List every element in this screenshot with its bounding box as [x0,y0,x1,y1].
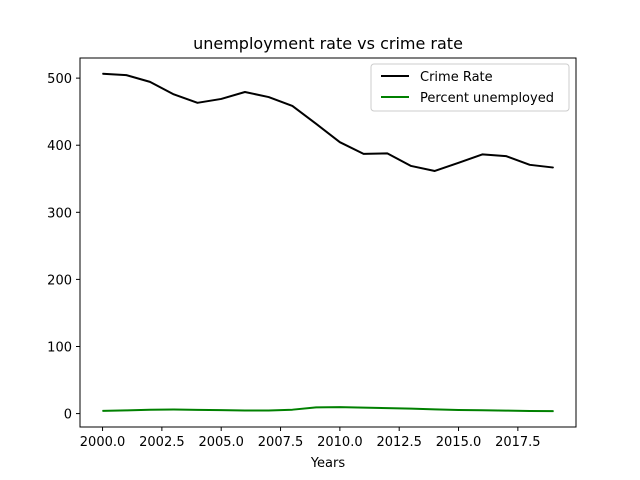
x-tick-label: 2012.5 [376,435,422,450]
data-point-crime-rate [196,102,198,104]
data-point-percent-unemployed [125,409,127,411]
legend: Crime Rate Percent unemployed [370,63,570,112]
y-tick-label: 300 [47,206,72,221]
data-point-crime-rate [434,170,436,172]
data-point-percent-unemployed [529,410,531,412]
data-point-crime-rate [125,74,127,76]
data-point-crime-rate [363,153,365,155]
x-tick-label: 2002.5 [139,435,185,450]
chart-title: unemployment rate vs crime rate [193,34,463,53]
y-tick-label: 200 [47,273,72,288]
data-point-crime-rate [481,153,483,155]
x-axis-label: Years [310,456,346,471]
data-point-percent-unemployed [339,406,341,408]
data-point-percent-unemployed [196,409,198,411]
data-point-percent-unemployed [315,406,317,408]
y-tick-label: 400 [47,139,72,154]
x-tick-label: 2010.0 [317,435,363,450]
y-tick-label: 100 [47,340,72,355]
data-point-crime-rate [315,123,317,125]
data-point-crime-rate [458,162,460,164]
data-point-crime-rate [339,141,341,143]
data-point-percent-unemployed [220,409,222,411]
data-point-percent-unemployed [291,409,293,411]
data-point-percent-unemployed [458,409,460,411]
data-point-crime-rate [173,93,175,95]
data-point-crime-rate [244,91,246,93]
plot-area [80,58,576,427]
legend-label-percent-unemployed: Percent unemployed [420,91,554,106]
legend-label-crime-rate: Crime Rate [420,70,493,85]
data-point-crime-rate [268,96,270,98]
data-point-crime-rate [552,167,554,169]
data-point-percent-unemployed [434,408,436,410]
data-point-percent-unemployed [552,410,554,412]
x-tick-label: 2015.0 [436,435,482,450]
data-point-crime-rate [149,81,151,83]
series-line-percent-unemployed [102,406,554,413]
data-point-crime-rate [505,155,507,157]
data-point-percent-unemployed [410,408,412,410]
data-point-crime-rate [386,152,388,154]
data-point-crime-rate [529,164,531,166]
data-point-crime-rate [291,105,293,107]
data-point-crime-rate [220,98,222,100]
data-point-crime-rate [410,165,412,167]
x-tick-label: 2017.5 [495,435,541,450]
series-line-crime-rate [102,72,554,172]
data-point-percent-unemployed [149,409,151,411]
data-point-percent-unemployed [481,409,483,411]
y-tick-label: 500 [47,72,72,87]
x-tick-label: 2007.5 [258,435,304,450]
plot-frame [79,57,577,428]
data-point-percent-unemployed [363,407,365,409]
x-tick-label: 2005.0 [198,435,244,450]
x-tick-label: 2000.0 [80,435,126,450]
data-point-percent-unemployed [102,410,104,412]
data-point-percent-unemployed [505,410,507,412]
data-point-percent-unemployed [244,410,246,411]
y-tick-label: 0 [64,408,72,423]
legend-box [370,63,570,112]
data-point-percent-unemployed [173,409,175,411]
data-point-percent-unemployed [268,410,270,411]
data-point-percent-unemployed [386,407,388,409]
data-point-crime-rate [102,73,104,75]
